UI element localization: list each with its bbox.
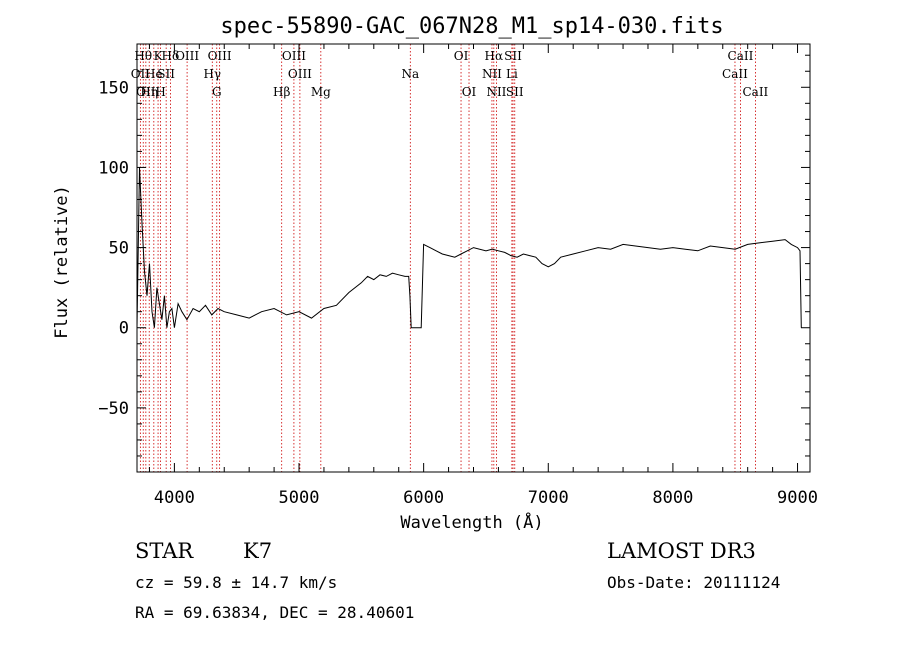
marker-label-18: OI <box>454 49 469 63</box>
marker-label-0: OII <box>131 67 151 81</box>
marker-label-21: Hα <box>485 49 504 63</box>
marker-label-19: OI <box>462 85 477 99</box>
marker-label-22: NII <box>486 85 506 99</box>
x-tick-label: 8000 <box>652 488 693 508</box>
marker-label-5: K <box>154 49 164 63</box>
survey-name: LAMOST DR3 <box>607 539 756 563</box>
marker-label-10: Hγ <box>203 67 221 81</box>
marker-label-17: Na <box>401 67 419 81</box>
y-axis-ticks: −50 0 50 100 150 <box>98 54 810 457</box>
emission-line-markers <box>139 44 756 472</box>
plot-frame <box>136 43 811 473</box>
marker-label-20: NII <box>482 67 502 81</box>
emission-line-labels: OIIHθOIIHηHeKHSIIHδOIIIHγGOIIIHβOIIIOIII… <box>131 49 769 99</box>
redshift-velocity: cz = 59.8 ± 14.7 km/s <box>135 573 338 592</box>
ra-dec-coordinates: RA = 69.63834, DEC = 28.40601 <box>135 603 415 622</box>
x-tick-label: 6000 <box>403 488 444 508</box>
marker-label-27: CaII <box>728 49 754 63</box>
y-tick-label: 150 <box>98 78 129 98</box>
marker-label-25: SII <box>506 85 524 99</box>
marker-label-15: OIII <box>288 67 312 81</box>
marker-label-7: SII <box>157 67 175 81</box>
marker-label-2: OII <box>136 85 156 99</box>
observation-date: Obs-Date: 20111124 <box>607 573 781 592</box>
y-tick-label: 0 <box>119 319 129 339</box>
marker-label-12: OIII <box>208 49 232 63</box>
marker-label-6: H <box>155 85 165 99</box>
object-class: STAR <box>135 539 194 563</box>
object-subclass: K7 <box>243 539 273 563</box>
x-axis-label: Wavelength (Å) <box>400 511 543 533</box>
x-tick-label: 9000 <box>777 488 818 508</box>
x-tick-label: 4000 <box>154 488 195 508</box>
marker-label-13: Hβ <box>273 85 290 99</box>
marker-label-16: Mg <box>311 85 331 99</box>
chart-title: spec-55890-GAC_067N28_M1_sp14-030.fits <box>220 14 723 39</box>
y-tick-label: −50 <box>98 399 129 419</box>
marker-label-11: G <box>212 85 222 99</box>
y-tick-label: 100 <box>98 158 129 178</box>
marker-label-28: CaII <box>742 85 768 99</box>
marker-label-26: CaII <box>722 67 748 81</box>
marker-label-23: Li <box>506 67 518 81</box>
marker-label-3: Hη <box>140 85 158 99</box>
y-tick-label: 50 <box>109 239 129 259</box>
y-axis-label: Flux (relative) <box>52 185 72 339</box>
marker-label-1: Hθ <box>134 49 152 63</box>
spectrum-line <box>136 167 802 329</box>
marker-label-9: OIII <box>175 49 199 63</box>
marker-label-4: He <box>145 67 163 81</box>
marker-label-14: OIII <box>282 49 306 63</box>
x-tick-label: 7000 <box>528 488 569 508</box>
x-axis-ticks: 4000 5000 6000 7000 8000 9000 <box>148 44 818 508</box>
x-tick-label: 5000 <box>279 488 320 508</box>
marker-label-24: SII <box>504 49 522 63</box>
